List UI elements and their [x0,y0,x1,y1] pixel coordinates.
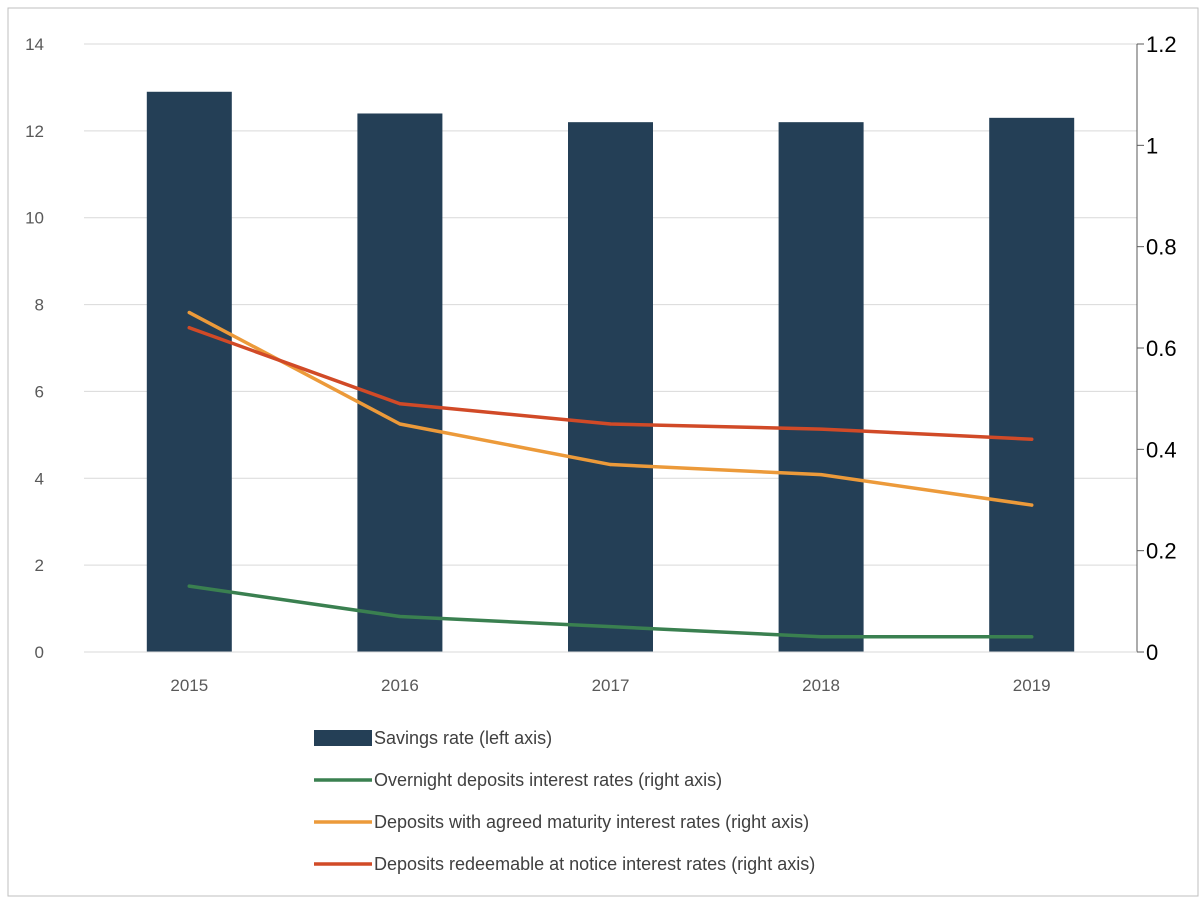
line-point-1-2017 [608,625,613,629]
line-point-1-2015 [187,584,191,588]
legend-label: Savings rate (left axis) [374,728,552,748]
axes: 0 2 4 6 8 10 12 14 0 0.2 0.4 0.6 0.8 1 1.2 2015 2016 2017… [25,32,1177,695]
left-axis-tick-label: 12 [25,122,44,141]
legend-label: Deposits redeemable at notice interest r… [374,854,815,874]
x-axis-tick-label: 2017 [592,676,630,695]
bar-2017 [568,122,653,652]
left-axis-tick-label: 0 [35,643,44,662]
line-point-1-2016 [398,614,402,619]
x-axis-tick-label: 2016 [381,676,419,695]
line-point-3-2018 [819,427,823,431]
x-axis-tick-label: 2015 [170,676,208,695]
line-point-1-2019 [1030,635,1034,639]
right-axis-tick-label: 0.4 [1146,437,1177,462]
line-point-2-2019 [1030,503,1034,507]
right-axis-tick-label: 0.6 [1146,336,1177,361]
left-axis-tick-label: 4 [35,469,44,488]
bar-2016 [357,113,443,652]
bar-2019 [989,117,1075,653]
left-axis-tick-label: 8 [35,296,44,315]
left-axis-tick-label: 2 [35,556,44,575]
x-axis-tick-label: 2019 [1013,676,1051,695]
line-point-3-2015 [187,326,191,330]
line-point-3-2019 [1030,437,1034,441]
legend: Savings rate (left axis) Overnight deposi… [314,728,815,874]
right-axis-tick-label: 0 [1146,640,1158,665]
right-axis-tick-label: 0.8 [1146,235,1177,260]
line-series [187,310,1034,639]
line-point-3-2016 [398,402,402,406]
bar-2015 [146,91,232,653]
bar-series [146,91,1075,653]
right-axis-tick-label: 0.2 [1146,539,1177,564]
left-axis-tick-label: 10 [25,209,44,228]
line-point-2-2016 [398,422,402,426]
x-axis-tick-label: 2018 [802,676,840,695]
line-point-1-2018 [819,635,823,639]
legend-label: Overnight deposits interest rates (right… [374,770,722,790]
left-axis-tick-label: 6 [35,382,44,401]
legend-label: Deposits with agreed maturity interest r… [374,812,809,832]
bar-2018 [778,122,864,652]
left-axis-tick-label: 14 [25,35,44,54]
line-point-3-2017 [608,422,613,426]
line-point-2-2018 [819,473,823,477]
right-axis-tick-label: 1.2 [1146,32,1177,57]
line-point-2-2017 [608,462,613,467]
legend-swatch-bar [314,730,372,746]
right-axis-tick-label: 1 [1146,133,1158,158]
line-point-2-2015 [187,310,191,315]
